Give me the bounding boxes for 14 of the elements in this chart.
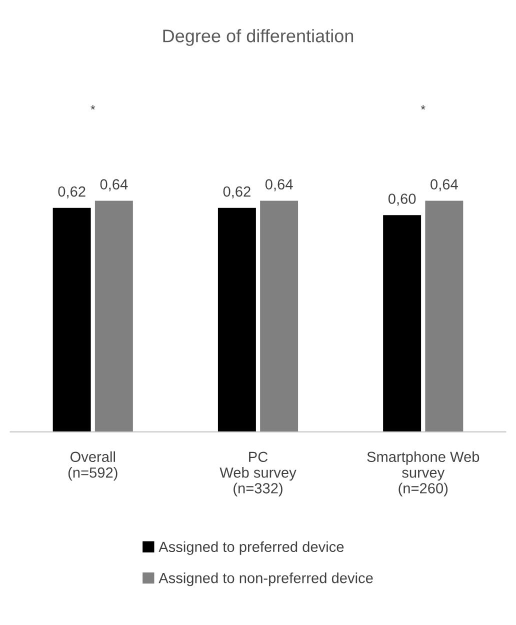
data-label: 0,64 xyxy=(265,179,293,192)
legend-label: Assigned to preferred device xyxy=(158,541,344,555)
data-label: 0,64 xyxy=(100,179,128,192)
legend-label: Assigned to non-preferred device xyxy=(158,572,373,586)
chart-title: Degree of differentiation xyxy=(163,29,354,46)
data-label: 0,62 xyxy=(58,186,86,198)
x-tick-label: PC Web survey (n=332) xyxy=(220,452,296,496)
text: * xyxy=(90,105,96,110)
x-tick-label: Smartphone Web survey (n=260) xyxy=(367,451,480,496)
data-label: 0,62 xyxy=(223,186,250,198)
data-label: 0,60 xyxy=(388,194,416,206)
data-label: 0,64 xyxy=(430,179,458,192)
x-tick-label: Overall (n=592) xyxy=(68,451,118,481)
text: * xyxy=(420,105,426,110)
